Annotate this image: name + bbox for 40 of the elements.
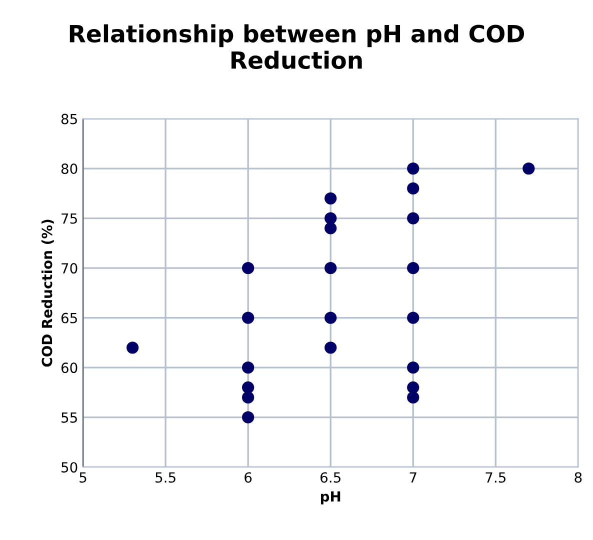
y-tick-label: 75 <box>62 213 77 224</box>
y-tick-label: 50 <box>62 462 78 473</box>
point <box>126 342 139 354</box>
y-tick-label: 70 <box>62 263 78 274</box>
point <box>242 381 254 394</box>
point <box>324 312 337 324</box>
point <box>324 212 337 224</box>
point <box>324 342 337 354</box>
x-tick-label: 5.5 <box>156 472 176 483</box>
x-tick-label: 7 <box>410 472 416 483</box>
point <box>324 222 337 234</box>
point <box>242 362 254 374</box>
point <box>242 312 254 324</box>
point <box>522 162 535 175</box>
chart-title: Relationship between pH and COD Reduction <box>70 24 524 70</box>
point <box>324 262 337 274</box>
x-tick-label: 7.5 <box>486 472 506 483</box>
x-tick-label: 8 <box>574 472 582 483</box>
point <box>407 362 420 374</box>
point <box>324 192 337 204</box>
point <box>407 212 420 224</box>
point <box>242 391 254 404</box>
point <box>407 381 420 394</box>
y-tick-label: 60 <box>61 362 78 374</box>
x-tick-label: 6.5 <box>320 472 340 483</box>
point <box>407 182 420 195</box>
point <box>242 262 254 274</box>
y-tick-label: 65 <box>61 312 77 324</box>
y-tick-label: 85 <box>61 114 77 124</box>
x-tick-label: 6 <box>244 472 252 483</box>
point <box>242 411 254 424</box>
point <box>407 162 420 175</box>
y-tick-label: 55 <box>62 412 77 423</box>
point <box>407 312 420 324</box>
point <box>407 391 420 404</box>
x-axis-title: pH <box>320 491 340 504</box>
x-tick-label: 5 <box>80 472 86 483</box>
y-tick-label: 80 <box>61 164 78 174</box>
y-axis-title: COD Reduction (%) <box>41 220 54 367</box>
point <box>407 262 420 274</box>
